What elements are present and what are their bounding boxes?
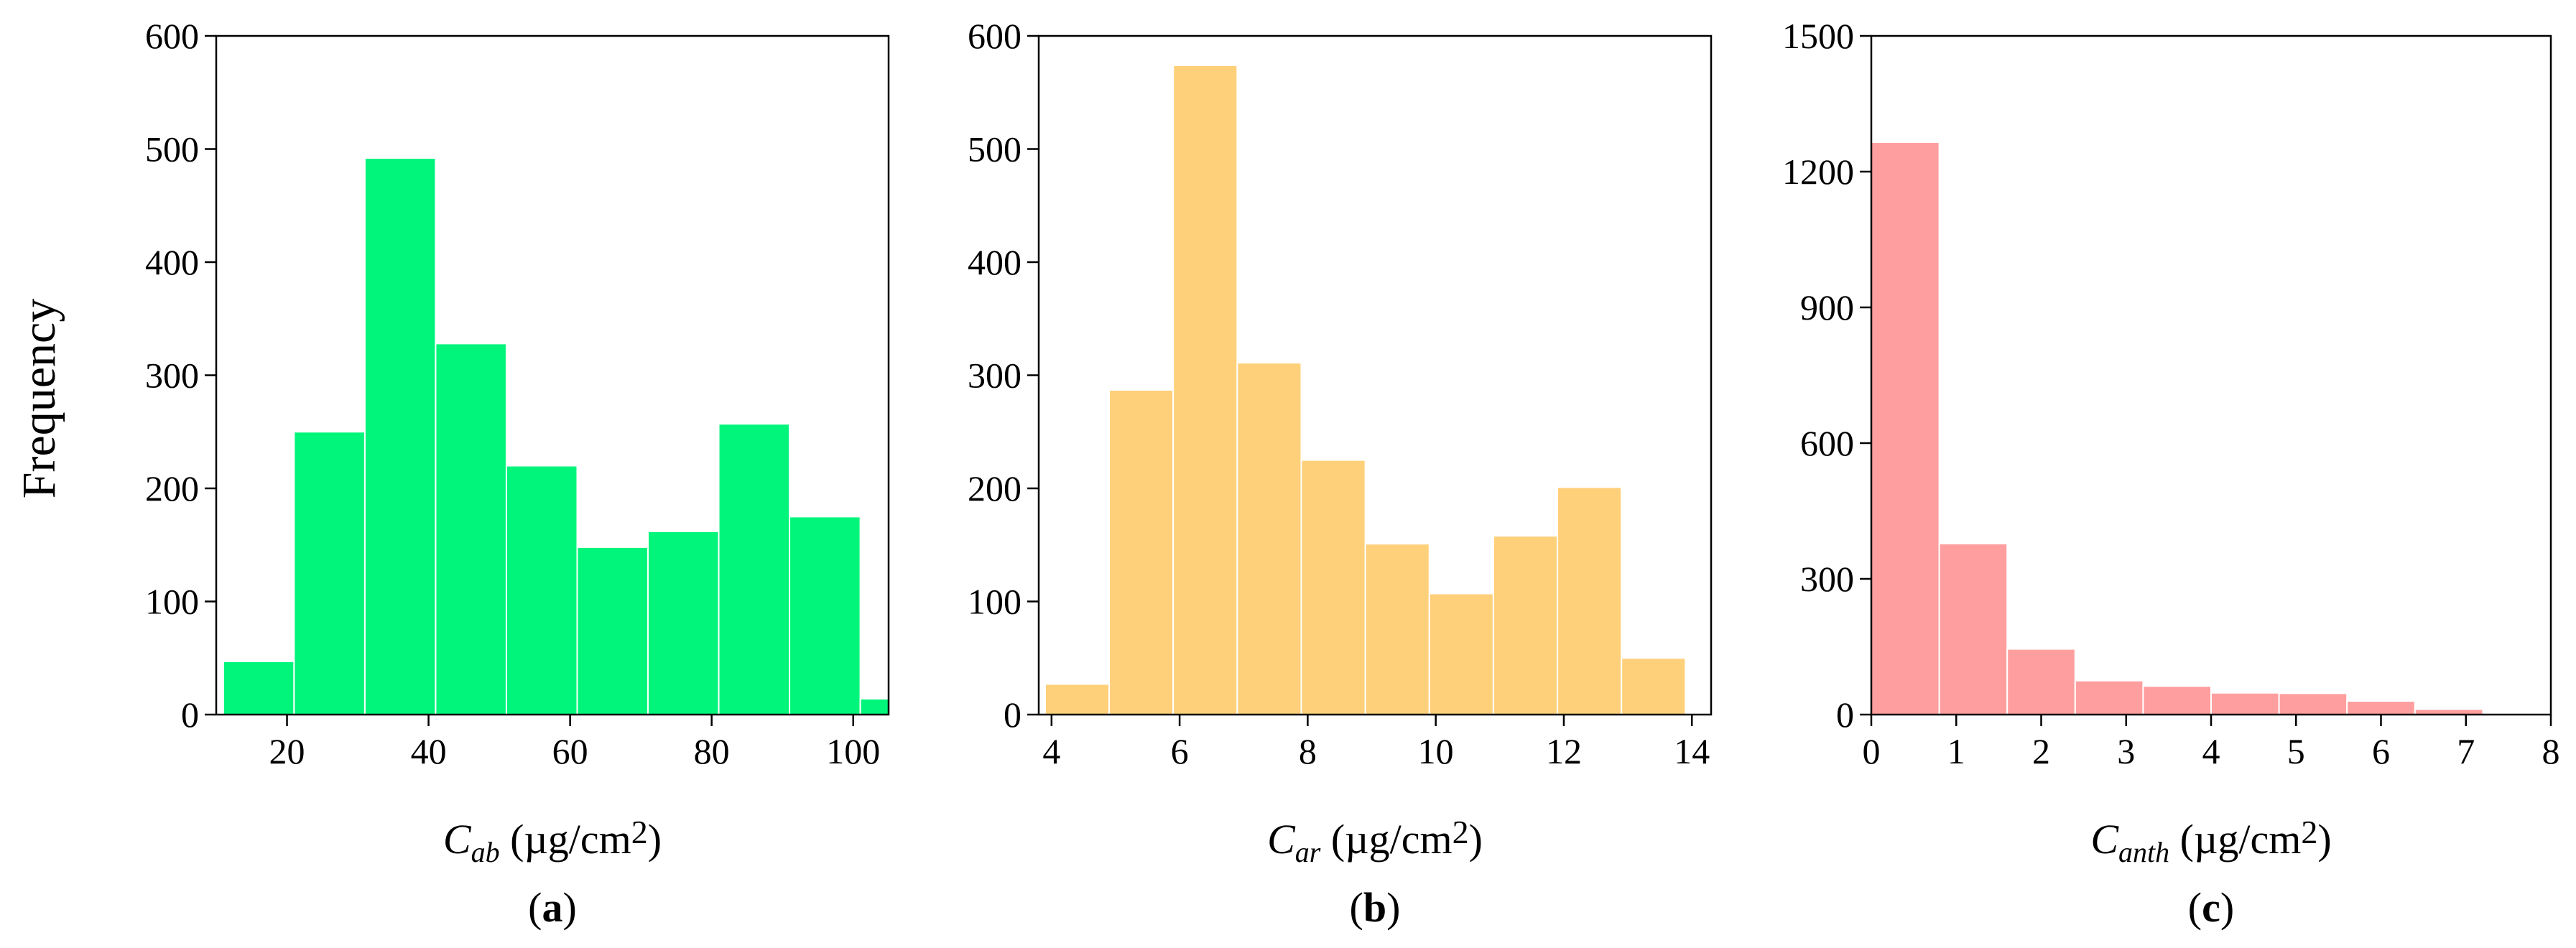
bar-b-2 — [1172, 64, 1238, 715]
xtick-label-b-2: 8 — [1299, 731, 1317, 771]
ytick-label-c-2: 600 — [1800, 423, 1854, 463]
xaxis-title-a: Cab (µg/cm2) — [443, 814, 662, 868]
bar-c-3 — [2074, 679, 2144, 715]
bar-c-7 — [2346, 700, 2416, 715]
xtick-label-c-0: 0 — [1863, 731, 1881, 771]
ytick-label-b-1: 100 — [968, 582, 1021, 622]
bar-b-3 — [1236, 362, 1302, 715]
xtick-label-b-5: 14 — [1674, 731, 1710, 771]
bar-a-9 — [859, 697, 889, 715]
ytick-label-b-0: 0 — [1004, 694, 1021, 735]
xtick-label-c-6: 6 — [2372, 731, 2390, 771]
ytick-label-a-3: 300 — [145, 356, 199, 396]
panel-label-a: (a) — [528, 884, 577, 931]
panel-a: 0 100 200 300 400 500 600 20 40 60 80 100 Cab (µg/cm… — [145, 16, 890, 931]
bar-c-6 — [2278, 692, 2348, 715]
xtick-label-b-1: 6 — [1171, 731, 1189, 771]
bar-a-2 — [363, 157, 437, 715]
xtick-label-a-3: 80 — [694, 731, 730, 771]
xtick-label-b-4: 12 — [1546, 731, 1582, 771]
xtick-label-c-3: 3 — [2117, 731, 2135, 771]
bar-a-1 — [293, 431, 366, 715]
bar-c-8 — [2414, 708, 2484, 715]
xtick-label-b-3: 10 — [1418, 731, 1454, 771]
xtick-label-c-4: 4 — [2202, 731, 2220, 771]
xtick-label-b-0: 4 — [1042, 731, 1060, 771]
ytick-label-c-0: 0 — [1836, 694, 1854, 735]
bar-c-5 — [2210, 692, 2280, 715]
bar-a-8 — [789, 516, 861, 715]
bar-c-0 — [1871, 141, 1940, 715]
xtick-label-c-1: 1 — [1947, 731, 1965, 771]
bar-b-5 — [1364, 543, 1430, 715]
bar-c-2 — [2006, 648, 2076, 715]
ytick-label-a-6: 600 — [145, 16, 199, 56]
bar-a-3 — [435, 343, 507, 715]
xtick-label-a-4: 100 — [826, 731, 880, 771]
bar-b-6 — [1428, 592, 1494, 715]
bars-b — [1044, 64, 1687, 715]
ytick-label-a-1: 100 — [145, 582, 199, 622]
bar-a-0 — [222, 660, 295, 715]
bars-c — [1871, 141, 2484, 715]
bar-b-0 — [1044, 683, 1111, 715]
bar-b-4 — [1300, 459, 1366, 715]
ytick-label-a-0: 0 — [181, 694, 199, 735]
bar-a-7 — [718, 423, 791, 715]
bars-a — [222, 157, 889, 715]
ytick-label-a-5: 500 — [145, 129, 199, 169]
ytick-label-a-2: 200 — [145, 468, 199, 508]
xtick-label-c-8: 8 — [2542, 731, 2560, 771]
ytick-label-c-4: 1200 — [1782, 152, 1854, 192]
ytick-label-c-1: 300 — [1800, 559, 1854, 599]
xtick-label-a-0: 20 — [269, 731, 305, 771]
ytick-label-a-4: 400 — [145, 242, 199, 282]
bar-c-4 — [2142, 685, 2212, 715]
xaxis-title-b: Car (µg/cm2) — [1267, 814, 1483, 868]
ytick-label-b-2: 200 — [968, 468, 1021, 508]
ytick-label-c-5: 1500 — [1782, 16, 1854, 56]
panel-c: 0 300 600 900 1200 1500 0 1 2 3 4 5 6 7 8 Canth (µg/cm2… — [1782, 16, 2560, 931]
xtick-label-a-1: 40 — [411, 731, 447, 771]
ytick-label-b-3: 300 — [968, 356, 1021, 396]
xtick-label-a-2: 60 — [552, 731, 588, 771]
xtick-label-c-2: 2 — [2032, 731, 2050, 771]
xaxis-title-c: Canth (µg/cm2) — [2090, 814, 2331, 868]
ytick-label-c-3: 900 — [1800, 287, 1854, 327]
bar-b-7 — [1492, 535, 1559, 715]
bar-a-4 — [505, 465, 578, 715]
ytick-label-b-6: 600 — [968, 16, 1021, 56]
y-axis-label: Frequency — [13, 299, 65, 499]
ytick-label-b-4: 400 — [968, 242, 1021, 282]
xtick-label-c-7: 7 — [2457, 731, 2475, 771]
bar-b-9 — [1621, 657, 1687, 715]
panel-b: 0 100 200 300 400 500 600 4 6 8 10 12 14 Car (µg/cm2)… — [968, 16, 1713, 931]
bar-a-6 — [647, 530, 720, 715]
bar-c-1 — [1938, 542, 2009, 715]
ytick-label-b-5: 500 — [968, 129, 1021, 169]
bar-b-1 — [1108, 389, 1175, 715]
xtick-label-c-5: 5 — [2287, 731, 2305, 771]
panel-label-b: (b) — [1350, 884, 1401, 931]
panel-label-c: (c) — [2188, 884, 2234, 931]
bar-b-8 — [1557, 486, 1623, 715]
bar-a-5 — [576, 546, 649, 715]
